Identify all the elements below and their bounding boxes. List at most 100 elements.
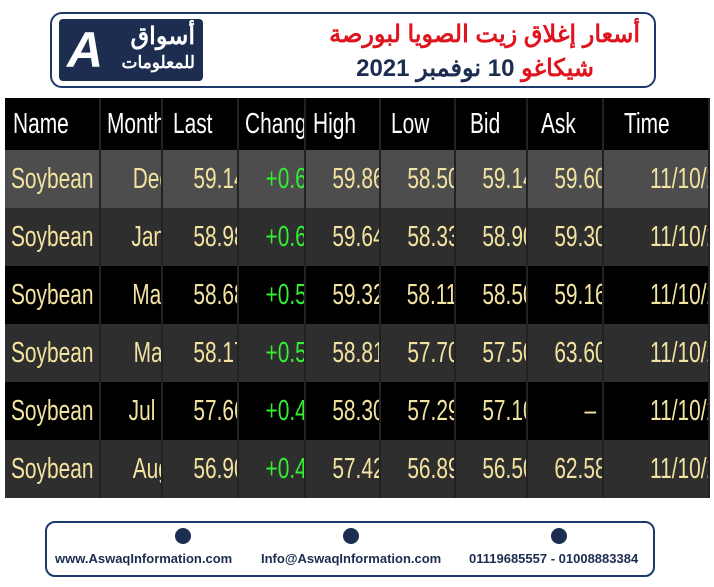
cell: 57.50 [455,324,528,382]
cell-text: 58.81 [332,336,380,369]
header-text: Low [390,107,430,140]
cell: 57.29 [380,382,456,440]
mail-icon [343,528,359,544]
cell: 59.32 [305,266,381,324]
table-row: Soybean Oil Jan 22 58.98s +0.65 59.64 58.33 58… [5,208,710,266]
cell: Jan 22 [100,208,163,266]
cell-text: Soybean Oil [11,394,98,427]
cell: +0.65 [238,208,306,266]
cell: 58.81 [305,324,381,382]
header-text: Name [13,107,70,140]
email: Info@AswaqInformation.com [261,551,442,566]
cell-text: 59.32 [332,278,380,311]
cell-text: +0.65 [265,220,303,253]
cell-text: 59.14s [193,162,236,195]
cell: 58.11 [380,266,456,324]
cell-text: 11/10/2021 [650,278,707,311]
cell: Jul 22 [100,382,163,440]
cell: 58.50 [455,266,528,324]
cell-text: 57.29 [407,394,455,427]
cell: 63.60 [527,324,604,382]
cell-text: Soybean Oil [11,336,98,369]
cell: 59.30 [527,208,604,266]
cell: 11/10/2021 [603,208,710,266]
column-header: Ask [527,98,604,150]
column-header: Last [162,98,239,150]
cell: 56.50 [455,440,528,498]
cell-text: 56.89 [407,452,455,485]
cell-text: 58.68s [193,278,236,311]
phone-icon [551,528,567,544]
cell-text: 11/10/2021 [650,394,707,427]
header-text: Time [624,107,670,140]
footer: www.AswaqInformation.com Info@AswaqInfor… [45,521,655,577]
table-row: Soybean Oil Jul 22 57.66s +0.45 58.30 57.29 57… [5,382,710,440]
cell-text: +0.57 [265,278,303,311]
table-row: Soybean Oil Aug 22 56.90s +0.40 57.42 56.89 56… [5,440,710,498]
cell: +0.40 [238,440,306,498]
column-header: Name [5,98,101,150]
cell: 59.64 [305,208,381,266]
web-icon [175,528,191,544]
subtitle: شيكاغو 10 نوفمبر 2021 [356,54,594,83]
cell: 58.30 [305,382,381,440]
cell-text: 11/10/2021 [650,162,707,195]
cell: 11/10/2021 [603,440,710,498]
cell-text: 59.14 [482,162,525,195]
cell: 58.90 [455,208,528,266]
cell-text: Soybean Oil [11,162,98,195]
cell-text: Soybean Oil [11,452,98,485]
cell-text: Jul 22 [128,394,160,427]
table-row: Soybean Oil Dec 21 59.14s +0.67 59.86 58.50 59… [5,150,710,208]
column-header: Change [238,98,306,150]
cell-text: 58.11 [406,278,455,311]
cell: 62.58 [527,440,604,498]
cell: +0.45 [238,382,306,440]
cell: +0.67 [238,150,306,208]
cell: 11/10/2021 [603,150,710,208]
cell-text: 58.17s [193,336,236,369]
cell-text: +0.40 [265,452,303,485]
cell-text: 11/10/2021 [650,220,707,253]
cell: 56.90s [162,440,239,498]
cell: 59.86 [305,150,381,208]
cell: 58.33 [380,208,456,266]
cell-text: +0.45 [265,394,303,427]
cell-text: 57.70 [407,336,455,369]
cell: 58.98s [162,208,239,266]
subtitle-date: 10 نوفمبر 2021 [356,55,515,82]
table-row: Soybean Oil Mar 22 58.68s +0.57 59.32 58.11 58… [5,266,710,324]
header-text: Last [172,107,213,140]
cell-text: Mar 22 [132,278,162,311]
column-header: Time [603,98,710,150]
phone: 01119685557 - 01008883384 [469,551,639,566]
cell: 57.66s [162,382,239,440]
cell-text: 59.64 [332,220,380,253]
cell: 59.60 [527,150,604,208]
cell: 56.89 [380,440,456,498]
cell-text: Jan 22 [131,220,162,253]
cell: +0.50 [238,324,306,382]
cell-text: 63.60 [554,336,603,369]
cell: 11/10/2021 [603,382,710,440]
cell: 58.50 [380,150,456,208]
cell: 59.16 [527,266,604,324]
subtitle-red: شيكاغو [521,55,594,82]
cell-text: Soybean Oil [11,220,98,253]
cell: 59.14 [455,150,528,208]
title: أسعار إغلاق زيت الصويا لبورصة [329,21,640,48]
cell-text: 56.90s [193,452,236,485]
cell-text: 11/10/2021 [650,452,707,485]
cell-text: May 22 [133,336,162,369]
cell-text: 58.50 [407,162,455,195]
cell-text: 57.10 [482,394,525,427]
price-table: Name Month Last Change High Low Bid Ask Time Soyb… [5,98,710,498]
cell-text: 57.66s [193,394,236,427]
cell: Soybean Oil [5,208,101,266]
cell-text: Aug 22 [132,452,160,485]
cell: 58.68s [162,266,239,324]
header-text: High [312,107,356,140]
header: A أسواق للمعلومات أسعار إغلاق زيت الصويا… [50,12,656,88]
header-text: Month [107,107,162,140]
